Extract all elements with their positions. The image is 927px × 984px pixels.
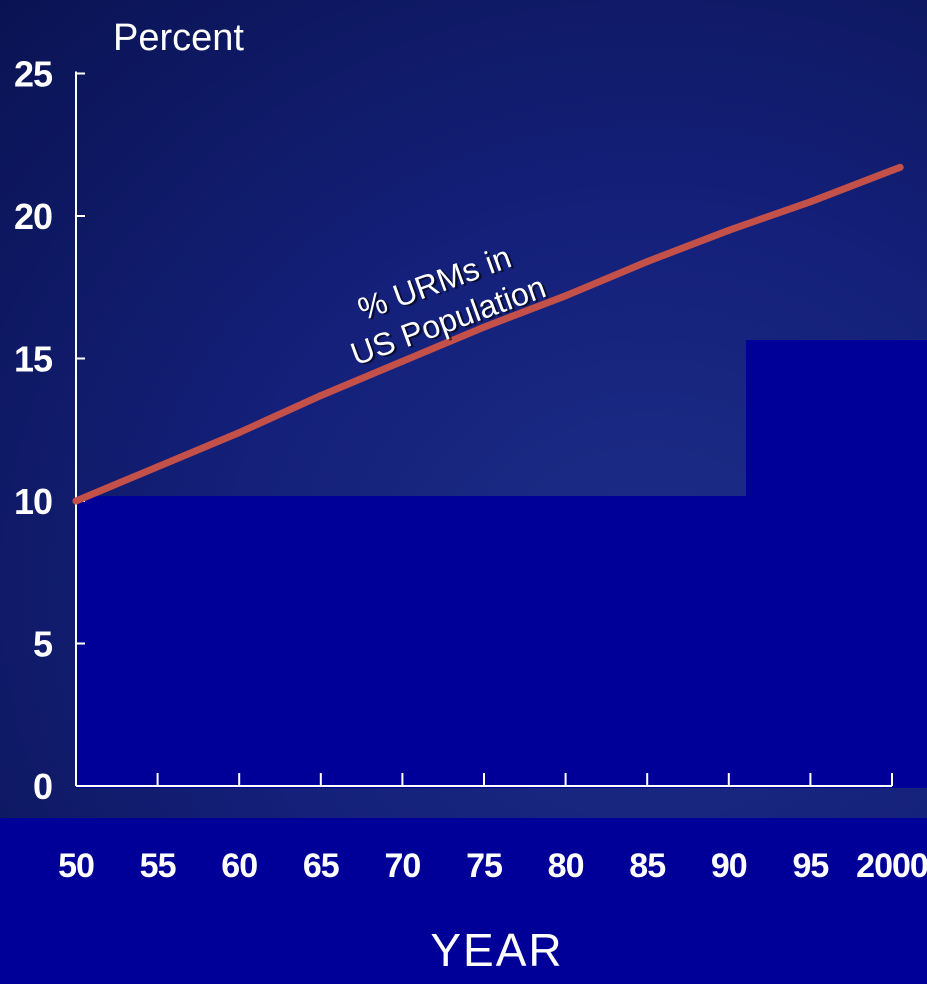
series-line [72,163,904,505]
series-layer [72,163,904,505]
data-point [154,463,162,471]
data-point [806,198,814,206]
x-axis-ticks: 50 55 60 65 70 75 80 85 90 95 2000 [58,773,927,885]
x-tick-label: 55 [140,847,176,885]
data-point [235,429,243,437]
x-axis-title: YEAR [430,924,563,976]
x-tick-label: 65 [303,847,339,885]
x-tick-label: 85 [629,847,665,885]
data-point [725,226,733,234]
x-tick-label: 90 [711,847,747,885]
data-point [562,292,570,300]
x-label-band [0,818,927,984]
x-tick-label: 70 [384,847,420,885]
data-point [480,323,488,331]
x-tick-label: 50 [58,847,94,885]
x-tick-label: 60 [221,847,257,885]
x-tick-label: 2000 [856,847,927,885]
x-tick-label: 75 [466,847,502,885]
x-tick-label: 95 [792,847,828,885]
y-tick-label: 20 [14,196,52,237]
y-tick-label: 15 [14,339,53,380]
y-tick-label: 0 [33,766,52,807]
data-point [398,357,406,365]
data-point [888,166,896,174]
data-point [72,497,80,505]
data-point [643,258,651,266]
y-axis-ticks: 0 5 10 15 20 25 [14,54,85,807]
data-point [317,392,325,400]
y-axis-title: Percent [113,17,244,59]
panel-lower [76,496,927,788]
panel-right [746,340,927,500]
y-tick-label: 25 [14,54,53,95]
series-annotation: % URMs in US Population % URMs in US Pop… [346,239,553,374]
x-tick-label: 80 [548,847,584,885]
y-tick-label: 5 [33,624,53,665]
y-tick-label: 10 [14,481,52,522]
